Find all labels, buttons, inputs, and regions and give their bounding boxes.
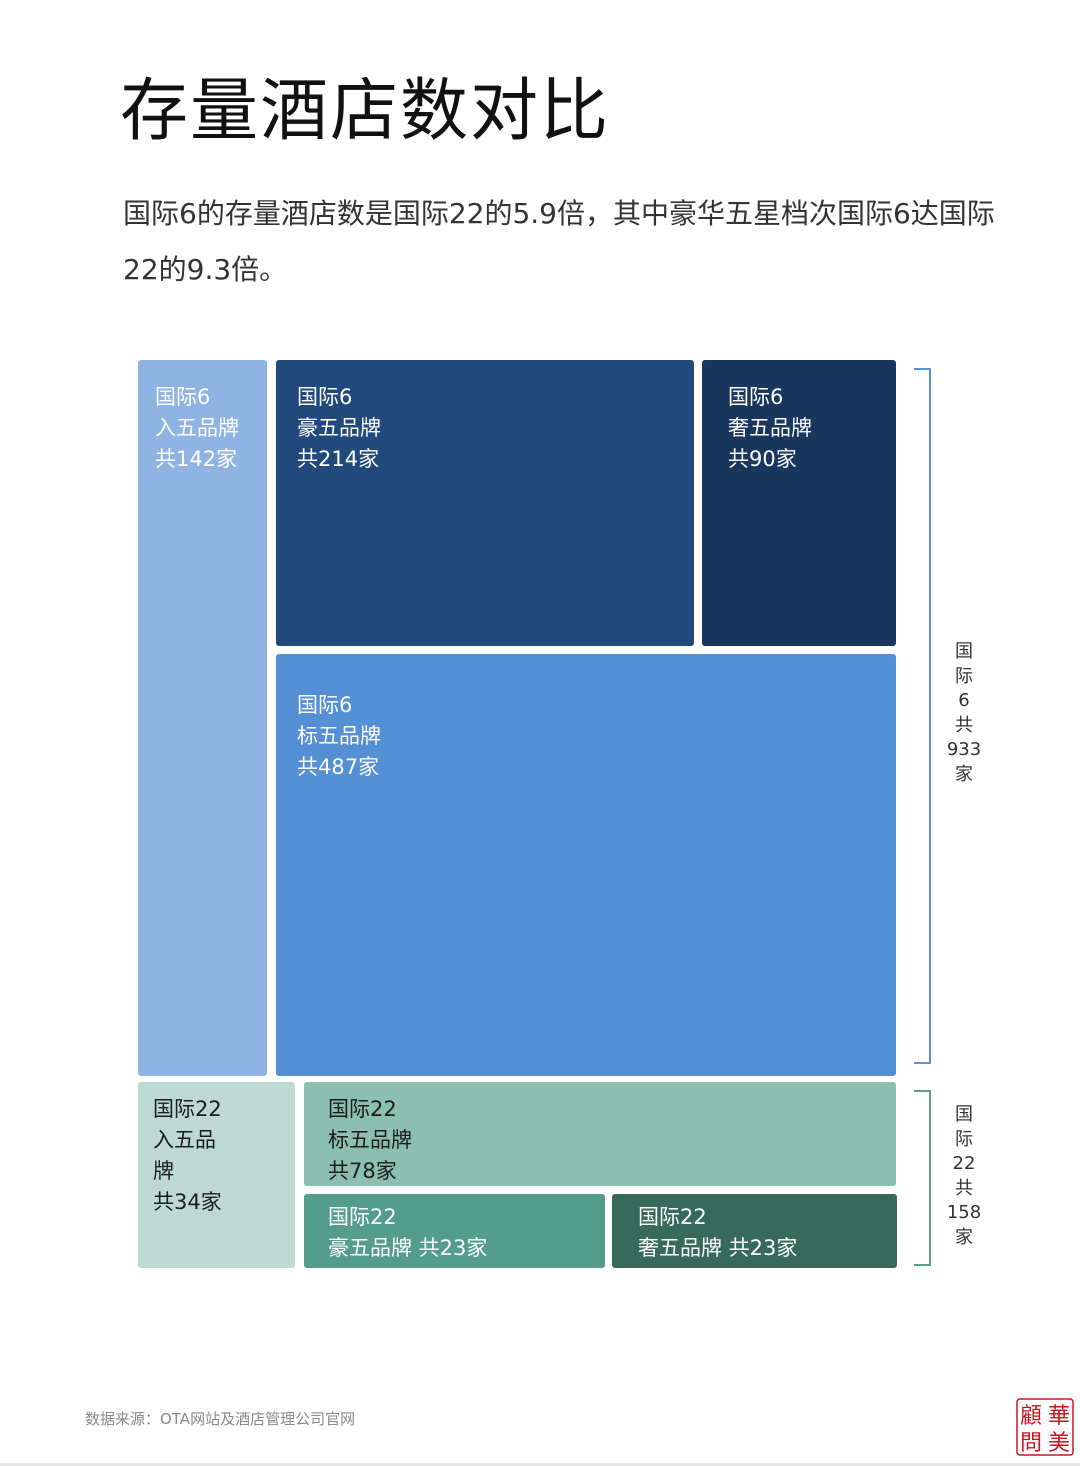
treemap-cell-label: 国际22 标五品牌 共78家 xyxy=(328,1097,412,1183)
treemap-cell: 国际6 入五品牌 共142家 xyxy=(138,360,267,1076)
treemap-cell: 国际22 标五品牌 共78家 xyxy=(304,1082,896,1186)
treemap-cell: 国际22 豪五品牌 共23家 xyxy=(304,1194,605,1268)
treemap-cell-label: 国际22 入五品 牌 共34家 xyxy=(153,1097,222,1214)
page-title: 存量酒店数对比 xyxy=(120,72,611,151)
treemap-cell: 国际6 豪五品牌 共214家 xyxy=(276,360,694,646)
svg-text:顧: 顧 xyxy=(1020,1404,1042,1429)
treemap-cell: 国际6 奢五品牌 共90家 xyxy=(702,360,896,646)
svg-text:華: 華 xyxy=(1048,1404,1070,1429)
svg-text:問: 問 xyxy=(1020,1431,1042,1456)
svg-text:美: 美 xyxy=(1048,1431,1070,1456)
treemap-cell-label: 国际22 豪五品牌 共23家 xyxy=(328,1205,488,1260)
group-1-total-label: 国 际 6 共 933 家 xyxy=(946,641,982,785)
treemap-cell-label: 国际6 标五品牌 共487家 xyxy=(297,693,381,779)
treemap-cell-label: 国际6 豪五品牌 共214家 xyxy=(297,385,381,471)
treemap-cell-label: 国际6 入五品牌 共142家 xyxy=(155,385,239,471)
seal-logo: 華 顧 美 問 xyxy=(1016,1398,1074,1456)
data-source-note: 数据来源：OTA网站及酒店管理公司官网 xyxy=(85,1410,356,1428)
treemap-cell: 国际6 标五品牌 共487家 xyxy=(276,654,896,1076)
group-2-total-label: 国 际 22 共 158 家 xyxy=(946,1104,982,1248)
treemap-cell: 国际22 奢五品牌 共23家 xyxy=(612,1194,897,1268)
page-subtitle: 国际6的存量酒店数是国际22的5.9倍，其中豪华五星档次国际6达国际22的9.3… xyxy=(123,197,995,286)
treemap-cell-label: 国际6 奢五品牌 共90家 xyxy=(728,385,812,471)
bracket-group-1 xyxy=(914,368,931,1064)
treemap-cell-label: 国际22 奢五品牌 共23家 xyxy=(638,1205,798,1260)
treemap-cell: 国际22 入五品 牌 共34家 xyxy=(138,1082,295,1268)
footer-divider xyxy=(0,1463,1080,1466)
bracket-group-2 xyxy=(914,1090,931,1266)
